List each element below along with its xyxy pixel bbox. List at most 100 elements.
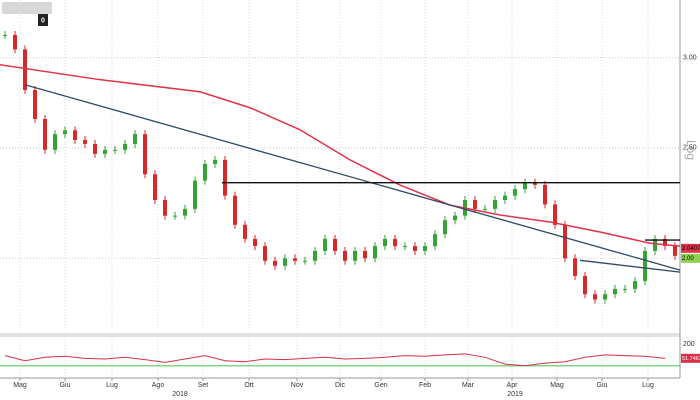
x-tick-label: Mar: [462, 382, 475, 389]
candle-body: [543, 184, 547, 205]
candle-body: [333, 238, 337, 251]
candle-body: [443, 220, 447, 235]
candle-body: [363, 250, 367, 259]
toolbar[interactable]: 0: [2, 2, 52, 26]
candle-body: [233, 195, 237, 225]
candle-body: [413, 246, 417, 251]
candle-body: [423, 246, 427, 251]
candle-body: [623, 288, 627, 290]
toolbar-badge: 0: [41, 17, 45, 24]
candle-body: [133, 134, 137, 144]
candle-body: [273, 260, 277, 266]
candle-body: [653, 238, 657, 251]
trendline: [579, 259, 681, 273]
candle-body: [153, 174, 157, 200]
rsi-line: [4, 353, 666, 367]
candle-body: [403, 246, 407, 248]
candle-body: [313, 250, 317, 261]
candle-body: [373, 246, 377, 259]
last-value-label: 2.0407: [682, 246, 700, 252]
candle-body: [513, 189, 517, 196]
last-value-label: 2.00: [682, 256, 694, 262]
x-tick-label: Nov: [291, 382, 304, 389]
last-value-box: [681, 253, 700, 263]
year-label: 2018: [172, 391, 188, 398]
x-tick-label: Feb: [419, 382, 431, 389]
candle-body: [433, 234, 437, 247]
toolbar-bar[interactable]: [2, 2, 52, 14]
year-label: 2019: [507, 391, 523, 398]
x-tick-label: Lug: [642, 382, 654, 389]
candle-body: [553, 204, 557, 225]
candle-body: [63, 130, 67, 135]
candle-body: [173, 215, 177, 217]
x-tick-label: Mag: [13, 382, 27, 389]
candle-body: [53, 134, 57, 150]
candle-body: [103, 149, 107, 154]
candle-body: [633, 281, 637, 289]
candle-body: [183, 208, 187, 216]
x-tick-label: Apr: [507, 382, 519, 389]
candle-body: [453, 215, 457, 221]
candle-body: [303, 260, 307, 262]
rsi-last-label: 51.7463: [682, 356, 700, 362]
candle-body: [83, 139, 87, 144]
x-tick-label: Lug: [106, 382, 118, 389]
candle-body: [213, 159, 217, 164]
candle-body: [603, 294, 607, 300]
candle-body: [613, 288, 617, 295]
candle-body: [593, 294, 597, 300]
candle-body: [123, 143, 127, 150]
x-tick-label: Gen: [374, 382, 387, 389]
candle-body: [243, 224, 247, 239]
candle-body: [353, 250, 357, 261]
candle-body: [583, 275, 587, 295]
candle-body: [33, 89, 37, 119]
candle-body: [523, 182, 527, 190]
candle-body: [3, 34, 7, 36]
candle-body: [113, 149, 117, 151]
candle-body: [483, 208, 487, 210]
candle-body: [163, 199, 167, 216]
toolbar-badge-box: [38, 14, 48, 26]
candle-body: [643, 250, 647, 282]
candle-body: [43, 118, 47, 150]
candle-body: [263, 246, 267, 261]
candle-body: [383, 238, 387, 247]
candle-body: [393, 238, 397, 247]
candle-body: [293, 258, 297, 261]
candle-body: [503, 195, 507, 200]
candle-body: [223, 159, 227, 196]
moving-average: [0, 63, 681, 247]
candle-body: [343, 250, 347, 261]
candle-body: [283, 258, 287, 266]
axis-label: Log: [684, 140, 698, 160]
candle-body: [253, 238, 257, 247]
trendline: [24, 84, 681, 271]
candle-body: [573, 258, 577, 276]
rsi-top-label: 200: [683, 341, 695, 348]
x-tick-label: Ott: [244, 382, 253, 389]
candle-body: [663, 238, 667, 247]
candle-body: [13, 34, 17, 50]
y-tick-label: 2.50: [683, 145, 697, 152]
panel-divider: [0, 333, 680, 337]
candle-body: [193, 180, 197, 209]
candle-body: [73, 130, 77, 140]
candle-body: [203, 163, 207, 181]
candle-body: [23, 49, 27, 90]
last-value-box: [681, 243, 700, 253]
x-tick-label: Dic: [335, 382, 346, 389]
candle-body: [473, 199, 477, 209]
x-tick-label: Giu: [597, 382, 608, 389]
candle-body: [673, 246, 677, 256]
x-tick-label: Ago: [152, 382, 165, 389]
candle-body: [563, 224, 567, 259]
candle-body: [143, 134, 147, 175]
candle-body: [493, 199, 497, 209]
x-tick-label: Set: [198, 382, 209, 389]
y-tick-label: 3.00: [683, 54, 697, 61]
x-tick-label: Giu: [60, 382, 71, 389]
x-tick-label: Mag: [550, 382, 564, 389]
candle-body: [323, 238, 327, 251]
